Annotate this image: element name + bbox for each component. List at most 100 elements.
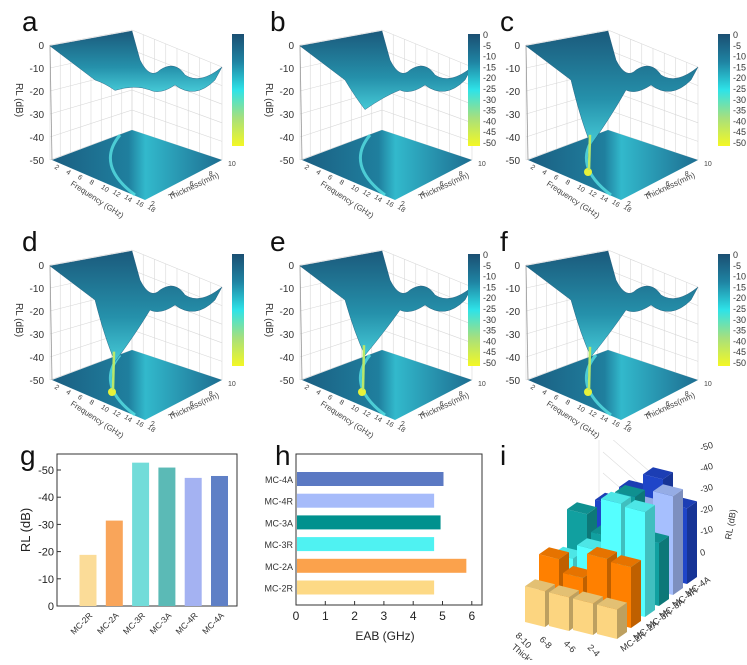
x-tick-label: 6 (76, 394, 83, 402)
bar-top (563, 566, 593, 578)
z-tick-label: -40 (699, 461, 714, 474)
z-axis-label: RL (dB) (13, 83, 24, 117)
y-tick-label: MC-2A (265, 562, 293, 572)
bar-top (619, 480, 649, 492)
colorbar-tick-label: -15 (483, 62, 496, 72)
z-tick-label: -50 (506, 376, 521, 387)
colorbar-tick-label: 0 (483, 30, 488, 40)
bar-side (617, 602, 627, 639)
y-tick-label: 2 (627, 421, 631, 428)
colorbar (718, 254, 730, 366)
z-tick-label: -30 (280, 330, 295, 341)
z-axis-label: RL (dB) (263, 83, 274, 117)
colorbar-tick-label: -50 (483, 138, 496, 148)
y-tick-label: 6 (666, 401, 670, 408)
x-tick-label: 18 (146, 204, 156, 214)
x-tick-label: 14 (599, 194, 609, 204)
y-tick-label: MC-4R (265, 497, 294, 507)
bar-mc-3r (297, 537, 435, 552)
x-tick-label: 10 (575, 404, 585, 414)
y-tick-label: 2 (401, 201, 405, 208)
z-tick-label: -30 (699, 482, 714, 495)
y-tick-label: 10 (228, 161, 236, 168)
x-tick-label: 10 (99, 404, 109, 414)
x-tick-label: 10 (99, 184, 109, 194)
colorbar-tick-label: -35 (733, 326, 746, 336)
x-tick-label: 6 (326, 394, 333, 402)
z-tick-label: -50 (506, 156, 521, 167)
bar-top (573, 591, 603, 604)
z-tick-label: -30 (30, 110, 45, 121)
bar-top (601, 491, 631, 504)
thickness-tick-label: 2-4 (586, 642, 602, 658)
colorbar (468, 254, 480, 366)
x-tick-label: 10 (349, 184, 359, 194)
x-tick-label: 18 (622, 204, 632, 214)
x-tick-label: 14 (599, 414, 609, 424)
x-tick-label: 6 (552, 174, 559, 182)
y-tick-label: 6 (440, 181, 444, 188)
bar-mc-4r (297, 493, 435, 508)
z-axis (299, 44, 303, 161)
bar-side (687, 501, 697, 584)
z-tick-label: 0 (699, 547, 706, 558)
bar-top (597, 597, 627, 610)
z-axis (525, 264, 529, 381)
x-tick-label: 2 (303, 384, 310, 392)
colorbar-tick-label: -30 (733, 95, 746, 105)
x-tick-label: 8 (88, 179, 95, 187)
bar-mc-3a (297, 515, 441, 530)
y-tick-label: 6 (440, 401, 444, 408)
x-tick-label: 18 (396, 204, 406, 214)
x-tick-label: MC-4A (200, 610, 226, 636)
bar-mc-2a (297, 558, 467, 573)
panel-label-c: c (500, 6, 514, 37)
x-tick-label: 16 (610, 199, 620, 209)
x-tick-label: 14 (373, 414, 383, 424)
x-tick-label: 0 (293, 609, 300, 623)
bar-top (577, 538, 607, 551)
contour-ridge (359, 134, 386, 197)
colorbar-tick-label: -20 (483, 73, 496, 83)
z-tick-label: -20 (280, 87, 295, 98)
colorbar-tick-label: -50 (483, 358, 496, 368)
bar-top (587, 546, 617, 559)
y-tick-label: 4 (170, 191, 174, 198)
colorbar-tick-label: -5 (733, 261, 741, 271)
bar-top (525, 579, 555, 592)
contour-floor (528, 350, 698, 420)
colorbar-tick-label: -30 (483, 315, 496, 325)
x-tick-label: 2 (529, 384, 536, 392)
colorbar (468, 34, 480, 146)
bar-top (643, 467, 673, 480)
z-tick-label: -40 (30, 133, 45, 144)
z-tick-label: -20 (30, 307, 45, 318)
x-tick-label: 8 (338, 399, 345, 407)
colorbar-tick-label: -25 (483, 304, 496, 314)
x-tick-label: 8 (564, 179, 571, 187)
colorbar-tick-label: -45 (483, 127, 496, 137)
y-tick-label: 8 (459, 391, 463, 398)
rl-surface (525, 30, 699, 146)
x-tick-label: 10 (575, 184, 585, 194)
y-tick-label: 8 (209, 391, 213, 398)
x-axis-label: EAB (GHz) (355, 629, 414, 643)
z-tick-label: -30 (506, 110, 521, 121)
z-tick-label: -50 (280, 376, 295, 387)
x-tick-label: 18 (396, 424, 406, 434)
z-tick-label: -20 (280, 307, 295, 318)
x-tick-label: MC-2A (95, 610, 121, 636)
colorbar (718, 34, 730, 146)
rl-surface (299, 250, 473, 356)
y-tick-label: 4 (646, 411, 650, 418)
bar-side (659, 536, 669, 606)
colorbar-tick-label: -40 (483, 116, 496, 126)
z-tick-label: -40 (506, 353, 521, 364)
colorbar-tick-label: -5 (733, 41, 741, 51)
contour-floor (302, 130, 472, 200)
z-tick-label: -50 (280, 156, 295, 167)
rl-surface (49, 30, 223, 92)
